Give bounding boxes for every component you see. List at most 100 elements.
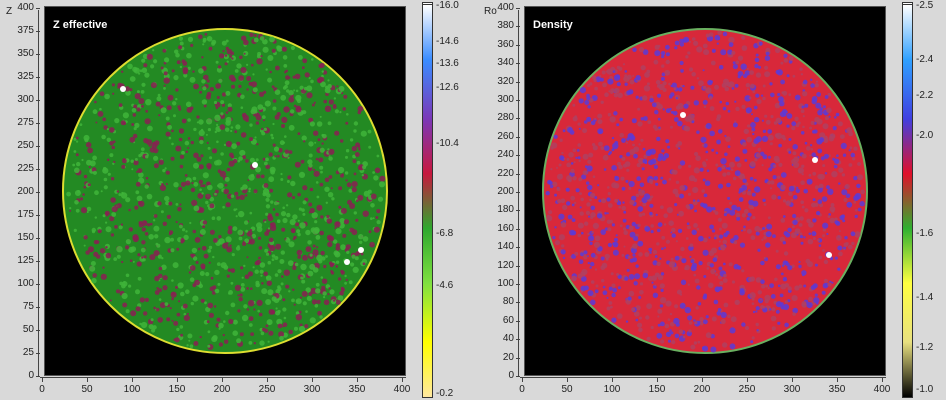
colorbar-tick-label: -2.0 xyxy=(916,130,934,141)
y-tick-label: 400 xyxy=(17,2,34,13)
inclusion-spot xyxy=(812,157,818,163)
colorbar-tick-label: -1.4 xyxy=(916,292,934,303)
x-tick-label: 100 xyxy=(123,384,141,395)
plot-title: Density xyxy=(533,19,573,31)
x-tick-label: 150 xyxy=(168,384,186,395)
y-tick-label: 180 xyxy=(497,204,514,216)
y-tick-label: 40 xyxy=(502,333,514,345)
y-tick-label: 25 xyxy=(22,347,34,358)
colorbar-tick-label: -6.8 xyxy=(436,228,454,239)
x-tick-label: 0 xyxy=(519,384,525,395)
x-axis-line xyxy=(40,377,406,378)
y-tick-label: 100 xyxy=(17,278,34,289)
x-tick-label: 400 xyxy=(873,384,891,395)
x-tick-label: 300 xyxy=(783,384,801,395)
y-tick-label: 120 xyxy=(497,259,514,271)
y-tick-label: 175 xyxy=(17,209,34,220)
y-tick-label: 340 xyxy=(497,57,514,69)
colorbar-tick-label: -1.2 xyxy=(916,342,934,353)
x-tick-mark xyxy=(522,378,523,382)
speckle-texture xyxy=(66,32,386,350)
x-tick-label: 50 xyxy=(561,384,573,395)
colorbar-tick-label: -13.6 xyxy=(436,58,459,69)
x-tick-mark xyxy=(177,378,178,382)
x-tick-label: 150 xyxy=(648,384,666,395)
z-colorbar[interactable] xyxy=(422,4,433,398)
y-tick-label: 0 xyxy=(28,370,34,381)
y-tick-label: 0 xyxy=(508,370,514,381)
y-tick-label: 75 xyxy=(22,301,34,312)
x-tick-label: 250 xyxy=(738,384,756,395)
x-tick-label: 100 xyxy=(603,384,621,395)
density-colorbar[interactable] xyxy=(902,4,913,398)
y-tick-label: 160 xyxy=(497,222,514,234)
y-tick-label: 250 xyxy=(17,140,34,151)
y-tick-label: 320 xyxy=(497,75,514,87)
y-tick-mark xyxy=(36,8,40,9)
inclusion-spot xyxy=(680,112,686,118)
x-tick-mark xyxy=(792,378,793,382)
y-tick-label: 400 xyxy=(497,2,514,13)
colorbar-tick-label: -10.4 xyxy=(436,138,459,149)
x-tick-mark xyxy=(702,378,703,382)
x-tick-mark xyxy=(612,378,613,382)
speckle-texture xyxy=(545,30,865,353)
y-tick-label: 360 xyxy=(497,38,514,50)
colorbar-tick-label: -12.6 xyxy=(436,82,459,93)
x-tick-mark xyxy=(567,378,568,382)
y-tick-label: 375 xyxy=(17,25,34,36)
y-tick-label: 200 xyxy=(17,186,34,197)
x-tick-mark xyxy=(87,378,88,382)
y-tick-label: 300 xyxy=(17,94,34,105)
y-tick-label: 325 xyxy=(17,71,34,82)
x-tick-mark xyxy=(882,378,883,382)
y-tick-label: 125 xyxy=(17,255,34,266)
y-tick-label: 100 xyxy=(497,278,514,289)
inclusion-spot xyxy=(358,247,364,253)
colorbar-tick-label: -2.5 xyxy=(916,0,934,11)
x-tick-mark xyxy=(837,378,838,382)
y-axis-label: Ro xyxy=(484,6,497,17)
y-tick-label: 300 xyxy=(497,94,514,105)
y-tick-label: 225 xyxy=(17,163,34,174)
inclusion-spot xyxy=(120,86,126,92)
x-tick-label: 200 xyxy=(213,384,231,395)
inclusion-spot xyxy=(252,162,258,168)
y-tick-label: 140 xyxy=(497,241,514,253)
y-tick-label: 50 xyxy=(22,324,34,335)
y-tick-label: 380 xyxy=(497,20,514,32)
x-tick-mark xyxy=(222,378,223,382)
x-tick-label: 300 xyxy=(303,384,321,395)
x-tick-label: 350 xyxy=(348,384,366,395)
y-tick-label: 240 xyxy=(497,149,514,161)
x-tick-mark xyxy=(42,378,43,382)
colorbar-tick-label: -0.2 xyxy=(436,388,454,399)
colorbar-tick-label: -4.6 xyxy=(436,280,454,291)
inclusion-spot xyxy=(344,259,350,265)
y-tick-mark xyxy=(516,8,520,9)
y-tick-label: 80 xyxy=(502,296,514,308)
x-tick-mark xyxy=(312,378,313,382)
z-effective-panel: Z 400 375 350 325 300 275 250 225 200 175 150 125 10… xyxy=(0,0,470,400)
plot-title: Z effective xyxy=(53,19,108,31)
x-tick-label: 0 xyxy=(39,384,45,395)
x-tick-mark xyxy=(402,378,403,382)
y-axis-line xyxy=(38,10,39,376)
y-tick-label: 260 xyxy=(497,130,514,142)
colorbar-tick-label: -1.6 xyxy=(916,228,934,239)
y-tick-label: 220 xyxy=(497,167,514,179)
colorbar-tick-label: -1.0 xyxy=(916,384,934,395)
colorbar-tick-label: -2.2 xyxy=(916,90,934,101)
y-tick-label: 60 xyxy=(502,314,514,326)
x-tick-mark xyxy=(267,378,268,382)
density-image[interactable]: Density xyxy=(524,6,886,376)
x-tick-mark xyxy=(747,378,748,382)
y-tick-label: 280 xyxy=(497,112,514,124)
y-tick-label: 200 xyxy=(497,186,514,197)
x-tick-label: 250 xyxy=(258,384,276,395)
x-tick-label: 50 xyxy=(81,384,93,395)
z-effective-image[interactable]: Z effective xyxy=(44,6,406,376)
x-tick-mark xyxy=(132,378,133,382)
x-tick-label: 350 xyxy=(828,384,846,395)
x-axis-line xyxy=(520,377,886,378)
